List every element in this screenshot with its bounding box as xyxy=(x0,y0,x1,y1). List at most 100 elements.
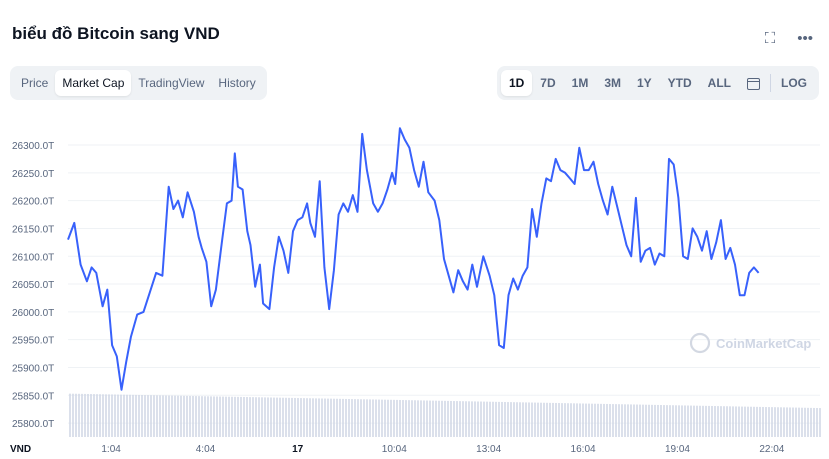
range-3m[interactable]: 3M xyxy=(604,76,621,90)
volume-bar xyxy=(756,406,758,437)
volume-bar xyxy=(93,394,95,437)
tab-market-cap[interactable]: Market Cap xyxy=(55,70,132,96)
volume-bar xyxy=(489,401,491,437)
volume-bar xyxy=(384,399,386,437)
volume-bar xyxy=(516,402,518,437)
volume-bar xyxy=(171,395,173,437)
volume-bar xyxy=(552,402,554,437)
volume-bar xyxy=(309,398,311,437)
volume-bar xyxy=(750,406,752,437)
volume-bar xyxy=(513,402,515,437)
range-1d[interactable]: 1D xyxy=(500,70,533,96)
range-ytd[interactable]: YTD xyxy=(667,76,692,90)
volume-bar xyxy=(351,399,353,437)
volume-bar xyxy=(228,396,230,437)
volume-bar xyxy=(273,397,275,437)
volume-bar xyxy=(138,394,140,437)
volume-bar xyxy=(381,399,383,437)
volume-bar xyxy=(357,399,359,437)
volume-bar xyxy=(432,400,434,437)
volume-bar xyxy=(450,400,452,437)
volume-bar xyxy=(441,400,443,437)
volume-bar xyxy=(285,397,287,437)
volume-bar xyxy=(531,402,533,437)
x-tick-label: 1:04 xyxy=(101,444,121,455)
tab-history[interactable]: History xyxy=(218,76,256,90)
top-actions: ⛶ ••• xyxy=(765,30,813,47)
volume-bar xyxy=(738,406,740,437)
volume-bar xyxy=(687,405,689,437)
volume-bar xyxy=(483,401,485,437)
volume-bar xyxy=(654,404,656,437)
volume-bar xyxy=(147,395,149,437)
volume-bar xyxy=(372,399,374,437)
volume-bar xyxy=(405,400,407,437)
volume-bar xyxy=(288,397,290,437)
volume-bar xyxy=(786,407,788,437)
volume-bar xyxy=(762,406,764,437)
volume-bar xyxy=(225,396,227,437)
volume-bar xyxy=(714,406,716,437)
calendar-button[interactable] xyxy=(739,70,768,96)
volume-bar xyxy=(300,398,302,437)
volume-bar xyxy=(174,395,176,437)
log-toggle[interactable]: LOG xyxy=(781,76,807,90)
volume-bar xyxy=(162,395,164,437)
volume-bar xyxy=(567,403,569,437)
range-1y[interactable]: 1Y xyxy=(636,76,652,90)
volume-bar xyxy=(81,393,83,437)
volume-bar xyxy=(306,398,308,437)
volume-bar xyxy=(237,396,239,437)
volume-bars xyxy=(69,393,821,437)
volume-bar xyxy=(702,405,704,437)
volume-bar xyxy=(240,396,242,437)
more-dots-icon[interactable]: ••• xyxy=(797,30,813,47)
volume-bar xyxy=(477,401,479,437)
range-1m[interactable]: 1M xyxy=(571,76,589,90)
volume-bar xyxy=(744,406,746,437)
expand-icon[interactable]: ⛶ xyxy=(764,30,776,47)
volume-bar xyxy=(504,402,506,437)
volume-bar xyxy=(582,403,584,437)
volume-bar xyxy=(141,395,143,437)
x-tick-label: 19:04 xyxy=(665,444,690,455)
volume-bar xyxy=(96,394,98,437)
watermark-text: CoinMarketCap xyxy=(716,336,811,351)
volume-bar xyxy=(678,405,680,437)
volume-bar xyxy=(123,394,125,437)
volume-bar xyxy=(270,397,272,437)
x-tick-label: 13:04 xyxy=(476,444,501,455)
x-tick-label: 4:04 xyxy=(196,444,216,455)
volume-bar xyxy=(777,407,779,437)
volume-bar xyxy=(693,405,695,437)
x-tick-label: 10:04 xyxy=(382,444,407,455)
volume-bar xyxy=(390,399,392,437)
volume-bar xyxy=(99,394,101,437)
volume-bar xyxy=(204,396,206,437)
range-all[interactable]: ALL xyxy=(707,76,731,90)
volume-bar xyxy=(708,405,710,437)
volume-bar xyxy=(120,394,122,437)
volume-bar xyxy=(447,400,449,437)
volume-bar xyxy=(438,400,440,437)
volume-bar xyxy=(564,403,566,437)
y-tick-label: 26100.0T xyxy=(12,252,54,263)
volume-bar xyxy=(576,403,578,437)
volume-bar xyxy=(201,396,203,437)
volume-bar xyxy=(717,406,719,437)
volume-bar xyxy=(117,394,119,437)
tab-tradingview[interactable]: TradingView xyxy=(138,76,205,90)
volume-bar xyxy=(291,397,293,437)
volume-bar xyxy=(234,396,236,437)
volume-bar xyxy=(783,407,785,437)
volume-bar xyxy=(414,400,416,437)
volume-bar xyxy=(648,404,650,437)
volume-bar xyxy=(315,398,317,437)
tab-price[interactable]: Price xyxy=(21,76,49,90)
volume-bar xyxy=(276,397,278,437)
volume-bar xyxy=(195,396,197,437)
volume-bar xyxy=(774,407,776,437)
range-7d[interactable]: 7D xyxy=(540,76,556,90)
volume-bar xyxy=(543,402,545,437)
volume-bar xyxy=(327,398,329,437)
